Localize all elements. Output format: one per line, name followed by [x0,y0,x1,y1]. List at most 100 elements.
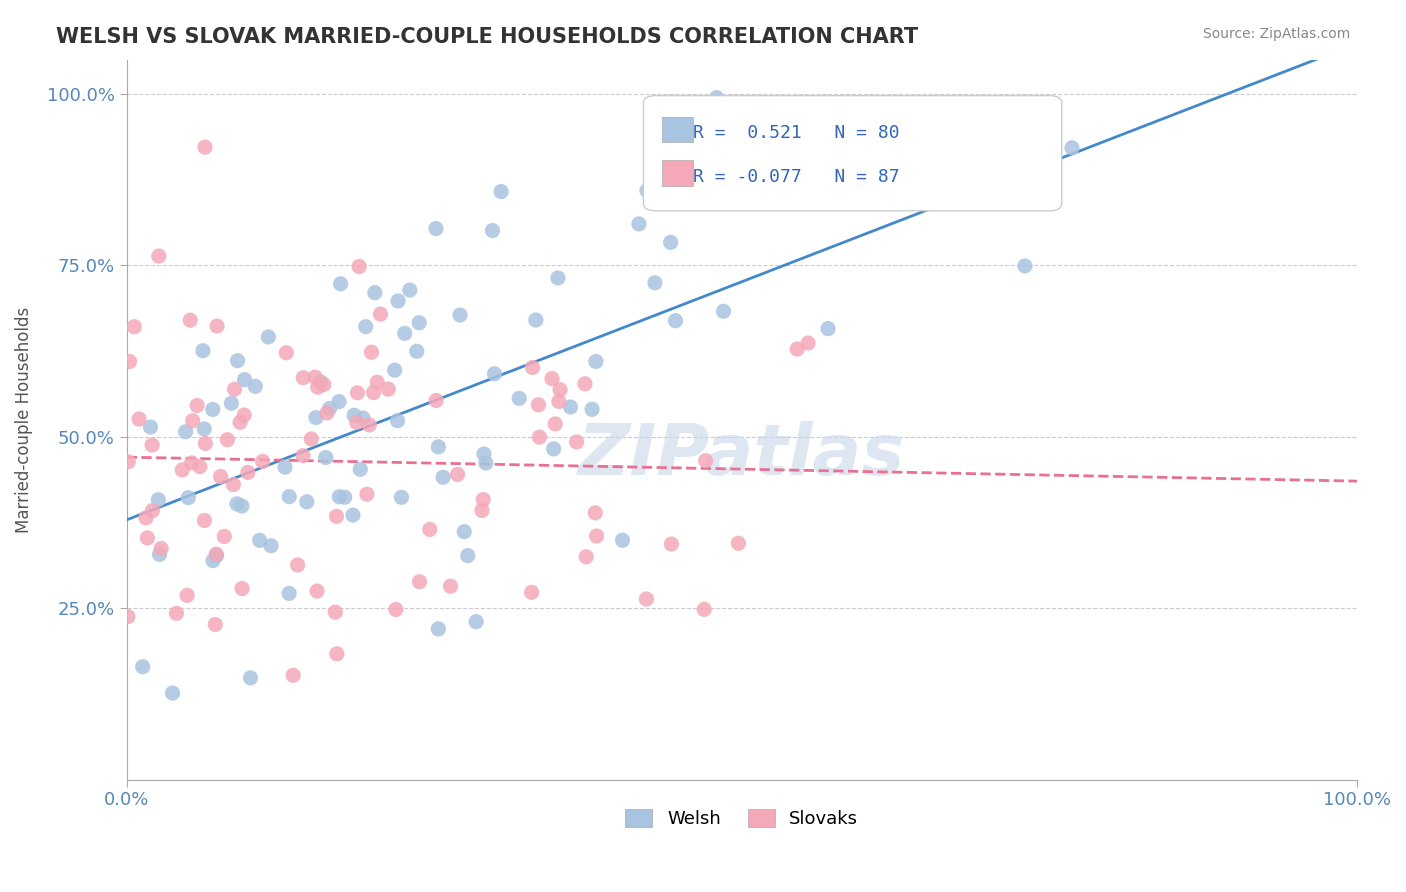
Point [405,344,427,359]
Point [174,425,197,439]
Point [205,547,228,561]
Point [233,408,256,422]
Point [274,460,297,475]
Point [472,492,495,507]
Point [325,509,347,524]
Point [364,285,387,300]
Y-axis label: Married-couple Households: Married-couple Households [15,307,32,533]
Point [817,321,839,335]
Point [560,400,582,414]
Point [384,363,406,377]
Point [481,223,503,237]
Text: WELSH VS SLOVAK MARRIED-COUPLE HOUSEHOLDS CORRELATION CHART: WELSH VS SLOVAK MARRIED-COUPLE HOUSEHOLD… [56,27,918,46]
Point [360,345,382,359]
Point [398,283,420,297]
Point [260,539,283,553]
Point [346,385,368,400]
Point [139,420,162,434]
Point [425,393,447,408]
Point [706,90,728,104]
Point [408,316,430,330]
Point [522,360,544,375]
Point [217,433,239,447]
Point [194,436,217,450]
Point [432,470,454,484]
Point [117,609,139,624]
Point [222,477,245,491]
Point [529,430,551,444]
FancyBboxPatch shape [644,95,1062,211]
Point [141,438,163,452]
Point [307,380,329,394]
Point [257,330,280,344]
Point [354,319,377,334]
Point [305,410,328,425]
Point [475,456,498,470]
Point [231,582,253,596]
Point [394,326,416,341]
Point [229,415,252,429]
Point [193,514,215,528]
Point [326,647,349,661]
Point [427,622,450,636]
Point [419,523,441,537]
Point [186,399,208,413]
Point [188,459,211,474]
Point [575,549,598,564]
Point [520,585,543,599]
Point [176,588,198,602]
Point [278,490,301,504]
Point [524,313,547,327]
Point [370,307,392,321]
Point [122,319,145,334]
Point [385,602,408,616]
Point [349,462,371,476]
Point [612,533,634,548]
Bar [662,161,693,186]
Point [1060,141,1083,155]
Point [352,411,374,425]
Point [209,469,232,483]
Point [346,415,368,429]
Point [377,382,399,396]
Point [328,490,350,504]
Point [446,467,468,482]
Point [252,454,274,468]
Point [117,455,139,469]
Point [201,402,224,417]
Point [548,383,571,397]
Point [356,487,378,501]
Point [565,434,588,449]
Point [226,353,249,368]
Point [148,547,170,561]
Point [449,308,471,322]
Point [309,375,332,389]
Point [245,379,267,393]
Point [636,592,658,607]
Point [323,605,346,619]
Point [299,432,322,446]
Point [489,185,512,199]
Point [484,367,506,381]
Point [797,336,820,351]
Point [471,503,494,517]
Point [179,313,201,327]
Point [148,492,170,507]
Point [226,497,249,511]
Point [425,221,447,235]
Point [204,617,226,632]
Point [465,615,488,629]
Point [661,537,683,551]
Point [276,345,298,359]
Point [304,370,326,384]
Point [727,536,749,550]
Point [278,586,301,600]
Point [221,396,243,410]
Point [181,414,204,428]
Point [287,558,309,572]
Text: R =  0.521   N = 80: R = 0.521 N = 80 [693,124,900,143]
Point [366,376,388,390]
Point [544,417,567,431]
Point [541,372,564,386]
Legend: Welsh, Slovaks: Welsh, Slovaks [619,802,866,836]
